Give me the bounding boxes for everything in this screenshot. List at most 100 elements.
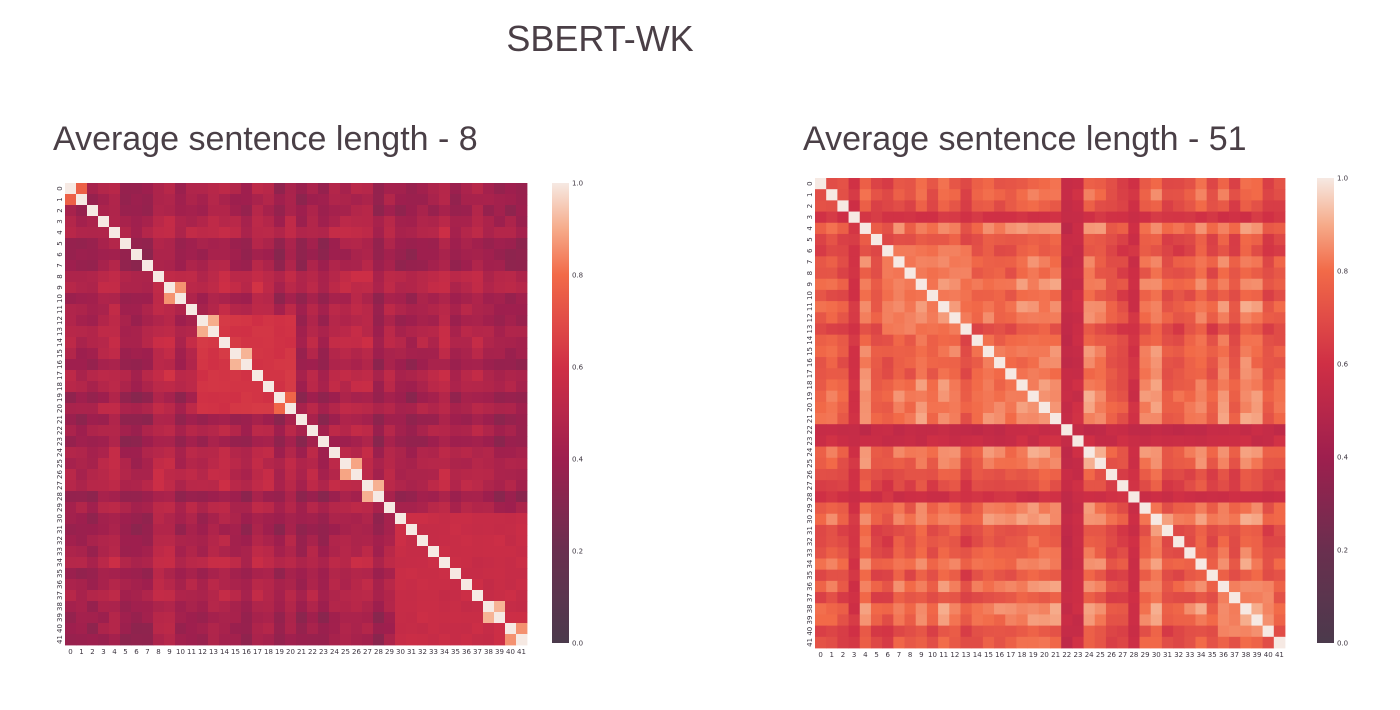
heatmap-cell xyxy=(1173,457,1185,470)
heatmap-cell xyxy=(1027,379,1040,392)
heatmap-cell xyxy=(417,491,429,503)
heatmap-cell xyxy=(904,491,917,503)
heatmap-cell xyxy=(98,557,110,569)
heatmap-cell xyxy=(252,590,264,602)
heatmap-cell xyxy=(1206,547,1219,559)
heatmap-cell xyxy=(153,590,165,602)
heatmap-cell xyxy=(439,491,451,503)
heatmap-cell xyxy=(1072,524,1084,537)
heatmap-cell xyxy=(1206,390,1219,403)
heatmap-cell xyxy=(882,301,894,313)
heatmap-cell xyxy=(285,568,297,580)
heatmap-cell xyxy=(142,238,154,250)
heatmap-cell xyxy=(351,458,363,470)
heatmap-cell xyxy=(1251,233,1264,246)
heatmap-cell xyxy=(197,271,209,283)
heatmap-cell xyxy=(307,546,319,558)
heatmap-cell xyxy=(131,491,143,503)
heatmap-cell xyxy=(252,194,264,206)
heatmap-cell xyxy=(164,623,176,635)
heatmap-cell xyxy=(439,458,451,470)
heatmap-cell xyxy=(1262,390,1275,403)
heatmap-cell xyxy=(439,216,451,228)
heatmap-cell xyxy=(859,334,872,347)
heatmap-cell xyxy=(274,425,286,437)
heatmap-cell xyxy=(926,323,939,336)
heatmap-cell xyxy=(1173,278,1185,291)
heatmap-cell xyxy=(1016,189,1029,201)
heatmap-cell xyxy=(318,304,330,316)
heatmap-cell xyxy=(274,634,286,646)
heatmap-cell xyxy=(1217,312,1230,324)
heatmap-cell xyxy=(1229,289,1241,302)
heatmap-cell xyxy=(263,227,275,239)
heatmap-cell xyxy=(837,502,849,515)
heatmap-cell xyxy=(1240,547,1252,559)
heatmap-cell xyxy=(1262,435,1275,447)
heatmap-cell xyxy=(1105,413,1118,425)
heatmap-cell xyxy=(406,623,418,635)
heatmap-cell xyxy=(1206,580,1219,593)
heatmap-cell xyxy=(329,634,341,646)
y-tick-label: 25 xyxy=(56,459,64,468)
heatmap-cell xyxy=(153,282,165,294)
heatmap-cell xyxy=(241,304,253,316)
heatmap-cell xyxy=(1139,368,1152,380)
heatmap-cell xyxy=(329,304,341,316)
heatmap-cell xyxy=(373,612,385,624)
heatmap-cell xyxy=(120,381,132,393)
heatmap-cell xyxy=(219,271,231,283)
heatmap-cell xyxy=(76,392,88,404)
heatmap-cell xyxy=(120,601,132,613)
heatmap-cell xyxy=(428,249,440,261)
heatmap-cell xyxy=(417,216,429,228)
heatmap-cell xyxy=(175,458,187,470)
heatmap-cell xyxy=(1128,334,1140,347)
heatmap-cell xyxy=(384,447,396,459)
heatmap-cell xyxy=(1061,446,1073,459)
heatmap-cell xyxy=(131,260,143,272)
heatmap-cell xyxy=(1038,379,1051,392)
heatmap-cell xyxy=(109,249,121,261)
heatmap-cell xyxy=(516,326,528,338)
heatmap-cell xyxy=(120,271,132,283)
heatmap-cell xyxy=(252,205,264,217)
heatmap-cell xyxy=(915,614,928,627)
y-tick-label: 3 xyxy=(56,219,64,223)
heatmap-cell xyxy=(994,379,1006,392)
heatmap-cell xyxy=(351,447,363,459)
heatmap-cell xyxy=(87,260,99,272)
heatmap-cell xyxy=(1094,614,1107,627)
heatmap-cell xyxy=(837,222,849,235)
heatmap-cell xyxy=(98,502,110,514)
heatmap-cell xyxy=(461,348,473,360)
heatmap-cell xyxy=(1139,178,1152,190)
heatmap-cell xyxy=(439,238,451,250)
heatmap-cell xyxy=(109,524,121,536)
heatmap-cell xyxy=(1094,278,1107,291)
heatmap-cell xyxy=(417,612,429,624)
heatmap-cell xyxy=(208,293,220,305)
heatmap-cell xyxy=(263,282,275,294)
heatmap-cell xyxy=(318,216,330,228)
x-tick-label: 16 xyxy=(995,651,1004,659)
heatmap-cell xyxy=(1273,536,1286,548)
heatmap-cell xyxy=(960,413,973,425)
heatmap-cell xyxy=(318,326,330,338)
heatmap-cell xyxy=(1251,379,1264,392)
heatmap-cell xyxy=(815,357,827,369)
heatmap-cell xyxy=(1128,457,1140,470)
heatmap-cell xyxy=(230,183,242,195)
heatmap-cell xyxy=(1150,468,1163,481)
heatmap-cell xyxy=(1083,468,1096,481)
heatmap-cell xyxy=(208,623,220,635)
heatmap-cell xyxy=(406,348,418,360)
heatmap-cell xyxy=(826,592,838,604)
heatmap-cell xyxy=(1184,368,1196,380)
heatmap-cell xyxy=(859,289,872,302)
heatmap-cell xyxy=(949,189,961,201)
heatmap-cell xyxy=(904,211,917,224)
heatmap-cell xyxy=(98,205,110,217)
heatmap-cell xyxy=(1139,513,1152,526)
heatmap-cell xyxy=(494,414,506,426)
